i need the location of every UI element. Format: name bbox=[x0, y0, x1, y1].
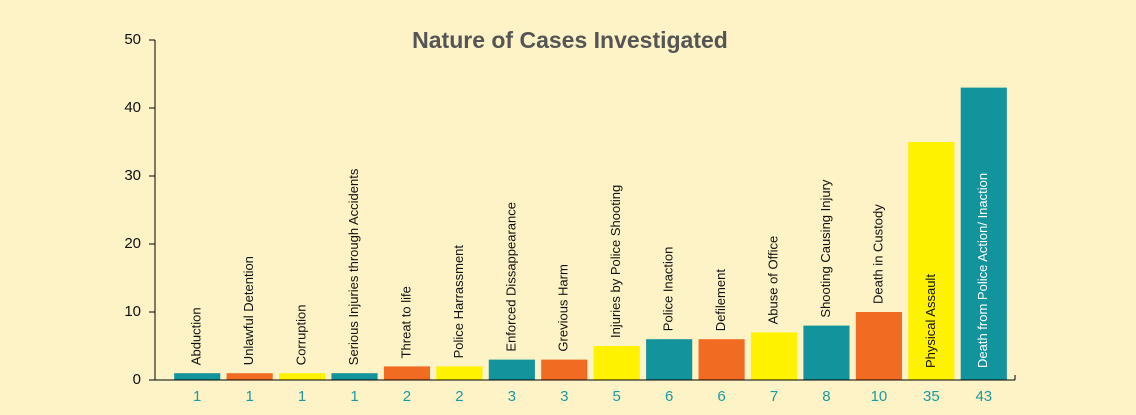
bar bbox=[750, 332, 798, 380]
value-label: 7 bbox=[770, 388, 778, 405]
bar bbox=[383, 366, 431, 380]
category-label: Serious Injuries through Accidents bbox=[346, 168, 361, 365]
category-label: Injuries by Police Shooting bbox=[608, 185, 623, 338]
category-label: Threat to life bbox=[398, 286, 413, 358]
bar bbox=[488, 359, 535, 380]
category-label: Police Harrassment bbox=[451, 245, 466, 359]
value-label: 6 bbox=[717, 388, 725, 405]
category-label: Abduction bbox=[189, 307, 204, 365]
bar bbox=[960, 87, 1007, 380]
value-label: 35 bbox=[923, 388, 940, 405]
y-tick-label: 50 bbox=[124, 31, 141, 48]
value-label: 1 bbox=[245, 388, 253, 405]
y-tick-label: 20 bbox=[124, 235, 141, 252]
category-label: Enforced Dissappearance bbox=[503, 202, 518, 352]
category-label: Physical Assault bbox=[923, 274, 938, 368]
value-label: 1 bbox=[193, 388, 201, 405]
category-label: Police Inaction bbox=[661, 247, 676, 332]
value-label: 2 bbox=[403, 388, 411, 405]
value-label: 43 bbox=[975, 388, 992, 405]
y-tick-label: 0 bbox=[133, 371, 141, 388]
bar bbox=[698, 339, 745, 380]
bar bbox=[279, 373, 326, 380]
bar bbox=[855, 312, 902, 380]
y-tick-label: 10 bbox=[124, 303, 141, 320]
bar bbox=[174, 373, 221, 380]
value-label: 10 bbox=[871, 388, 888, 405]
category-label: Death from Police Action/ Inaction bbox=[975, 173, 990, 368]
chart-title: Nature of Cases Investigated bbox=[412, 27, 728, 53]
value-label: 3 bbox=[560, 388, 568, 405]
value-label: 1 bbox=[298, 388, 306, 405]
category-label: Corruption bbox=[294, 304, 309, 365]
bar bbox=[646, 339, 693, 380]
category-label: Death in Custody bbox=[870, 204, 885, 304]
bar bbox=[908, 142, 955, 380]
bar bbox=[436, 366, 483, 380]
category-label: Abuse of Office bbox=[765, 236, 780, 325]
value-label: 1 bbox=[350, 388, 358, 405]
bar bbox=[593, 346, 640, 380]
category-label: Grevious Harm bbox=[556, 264, 571, 351]
value-label: 6 bbox=[665, 388, 673, 405]
bar bbox=[803, 325, 850, 380]
bar bbox=[226, 373, 273, 380]
category-label: Defilement bbox=[713, 269, 728, 332]
value-label: 8 bbox=[822, 388, 830, 405]
y-tick-label: 40 bbox=[124, 99, 141, 116]
category-label: Shooting Causing Injury bbox=[818, 179, 833, 318]
value-label: 3 bbox=[508, 388, 516, 405]
y-tick-label: 30 bbox=[124, 167, 141, 184]
category-label: Unlawful Detention bbox=[241, 256, 256, 365]
value-label: 2 bbox=[455, 388, 463, 405]
bar bbox=[541, 359, 588, 380]
bar bbox=[331, 373, 378, 380]
value-label: 5 bbox=[613, 388, 621, 405]
